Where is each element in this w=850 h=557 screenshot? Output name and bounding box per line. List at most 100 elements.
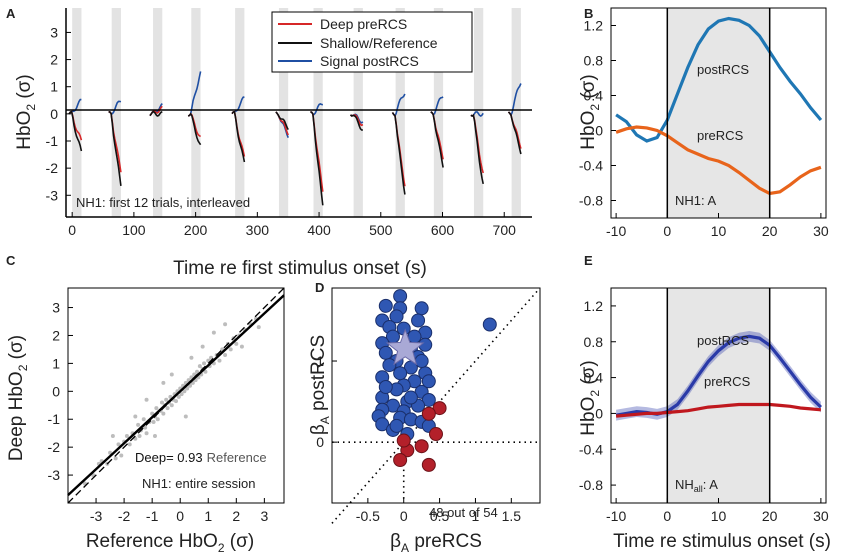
scatter-point xyxy=(124,433,129,438)
stimulus-block xyxy=(191,8,201,217)
scatter-point xyxy=(154,406,159,411)
y-tick-label: -1 xyxy=(46,133,59,149)
scatter-point xyxy=(127,442,132,447)
trace-shallow xyxy=(391,112,406,195)
scatter-point xyxy=(174,399,178,404)
x-tick-label: 20 xyxy=(762,223,778,239)
x-tick-label: 3 xyxy=(260,508,268,524)
x-tick-label: 400 xyxy=(307,222,331,238)
fit-line xyxy=(67,294,285,497)
scatter-point-red xyxy=(432,401,447,416)
y-tick-label: -3 xyxy=(46,187,59,203)
axes: -10 0 10 20 30 -0.8 -0.4 0 0.4 0.8 1.2 xyxy=(579,7,829,239)
y-tick-label: -1 xyxy=(48,411,61,427)
series-label-pre: preRCS xyxy=(697,128,744,143)
y-tick-label: 0.8 xyxy=(584,334,604,350)
panel-a: A 0 100 200 300 400 500 600 700 -3 -2 -1 0 1 2 3 Time … xyxy=(6,6,532,279)
scatter-point-blue xyxy=(482,317,497,332)
y-tick-label: 0 xyxy=(50,106,58,122)
line-postRCS xyxy=(615,16,823,143)
scatter-point xyxy=(150,411,155,416)
scatter-points xyxy=(371,289,497,472)
scatter-point-blue xyxy=(414,354,429,369)
scatter-point-blue xyxy=(375,417,390,432)
legend-label-deep: Deep preRCS xyxy=(320,16,407,32)
x-axis-label: Time re stimulus onset (s) xyxy=(613,531,831,552)
scatter-point-blue xyxy=(378,298,393,313)
x-tick-label: 0 xyxy=(176,508,184,524)
scatter-point xyxy=(176,394,181,399)
scatter-point xyxy=(144,397,149,402)
y-tick-label: 1 xyxy=(50,79,58,95)
fit-lines xyxy=(67,287,285,504)
stimulus-block xyxy=(313,8,323,217)
stimulus-block xyxy=(511,8,521,217)
scatter-point-blue xyxy=(378,379,393,394)
annotation: NH1: A xyxy=(675,193,717,208)
y-tick-label: 2 xyxy=(50,52,58,68)
scatter-point-red xyxy=(421,406,436,421)
scatter-point xyxy=(169,372,174,377)
panel-b: B -10 0 10 20 30-0.8-0.400.40.81.2 HbO2 (σ) … xyxy=(578,6,829,239)
y-tick-label: 1 xyxy=(52,355,60,371)
legend: Deep preRCS Shallow/Reference Signal pos… xyxy=(271,11,473,73)
x-tick-label: 1.5 xyxy=(502,508,522,524)
stimulus-block xyxy=(433,8,444,217)
y-axis-label: HbO2 (σ) xyxy=(14,74,38,149)
trial-traces xyxy=(68,71,522,206)
panel-label-e: E xyxy=(584,253,593,268)
series-label-post: postRCS xyxy=(697,333,749,348)
stimulus-block xyxy=(278,8,289,217)
x-tick-label: 10 xyxy=(711,223,727,239)
scatter-point-blue xyxy=(382,358,397,373)
scatter-point xyxy=(116,442,121,447)
plot-frame xyxy=(67,287,285,504)
scatter-point xyxy=(137,433,142,438)
scatter-point xyxy=(217,358,222,363)
scatter-point xyxy=(223,353,228,358)
trace-shallow xyxy=(275,111,289,130)
line-preRCS xyxy=(615,402,822,418)
x-tick-label: 700 xyxy=(493,222,517,238)
trace-shallow xyxy=(430,111,444,168)
panel-c: C -3 -2 -1 0 1 2 3 -3 -2 -1 0 1 2 3 Reference HbO2 (σ… xyxy=(6,253,285,555)
scatter-point-blue xyxy=(393,366,408,381)
scatter-point xyxy=(155,417,160,422)
axes: -10 0 10 20 30 -0.8 -0.4 0 0.4 0.8 1.2 xyxy=(579,287,829,524)
stimulus-window xyxy=(667,8,770,218)
annotation: 48 out of 54 xyxy=(429,505,498,520)
scatter-point xyxy=(152,433,157,438)
y-tick-label: -0.4 xyxy=(579,158,603,174)
y-tick-label: -2 xyxy=(46,160,59,176)
x-tick-label: 1 xyxy=(204,508,212,524)
plot-frame xyxy=(331,287,541,504)
trace-shallow xyxy=(187,112,202,146)
line-preRCS xyxy=(615,125,822,196)
mean-star-marker xyxy=(385,328,425,366)
stimulus-block xyxy=(235,8,245,217)
scatter-point xyxy=(136,422,141,427)
y-tick-label: -3 xyxy=(48,467,61,483)
lines xyxy=(615,8,823,218)
scatter-point xyxy=(195,369,200,374)
scatter-point-blue xyxy=(378,345,393,360)
axes: -3 -2 -1 0 1 2 3 -3 -2 -1 0 1 2 3 xyxy=(48,287,285,524)
y-tick-label: 0 xyxy=(595,123,603,139)
annotation: NH1: first 12 trials, interleaved xyxy=(76,195,250,210)
y-tick-label: 0 xyxy=(595,405,603,421)
y-tick-label: -0.4 xyxy=(579,441,603,457)
panel-e: E -10 0 10 20 30 -0.8 -0.4 0 0.4 0.8 1.2 Time re s… xyxy=(578,253,831,552)
scatter-point xyxy=(159,400,164,405)
x-tick-label: 0 xyxy=(663,508,671,524)
panel-d: D -0.5 0 0.5 1 1.5 0 1 βA preRCS βA postRCS 48… xyxy=(308,280,541,555)
scatter-point xyxy=(223,322,228,327)
legend-label-signal: Signal postRCS xyxy=(320,53,419,69)
scatter-point-blue xyxy=(389,309,404,324)
y-axis-label: HbO2 (σ) xyxy=(578,360,602,435)
scatter-point-blue xyxy=(389,418,404,433)
scatter-point xyxy=(211,330,216,335)
y-tick-label: 3 xyxy=(52,300,60,316)
panel-label-d: D xyxy=(315,280,324,295)
y-tick-label: -0.8 xyxy=(579,477,603,493)
